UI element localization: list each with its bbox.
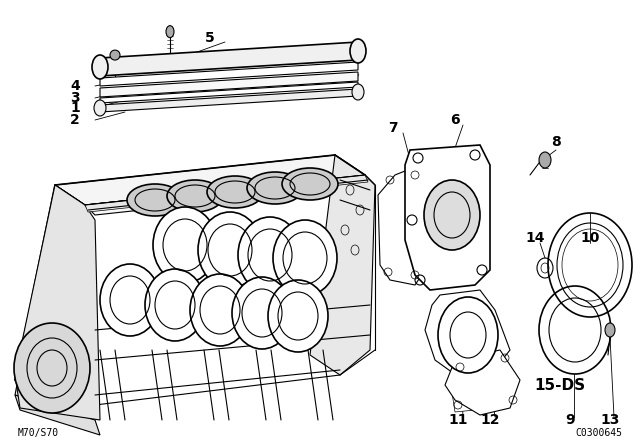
Ellipse shape xyxy=(166,26,174,38)
Polygon shape xyxy=(310,155,375,375)
Ellipse shape xyxy=(167,180,223,212)
Text: 5: 5 xyxy=(205,31,215,45)
Ellipse shape xyxy=(247,172,303,204)
Polygon shape xyxy=(100,72,358,97)
Polygon shape xyxy=(85,175,368,212)
Polygon shape xyxy=(15,185,100,420)
Text: 1: 1 xyxy=(70,101,80,115)
Ellipse shape xyxy=(153,207,217,283)
Polygon shape xyxy=(15,395,100,435)
Polygon shape xyxy=(15,185,95,420)
Text: M70/S70: M70/S70 xyxy=(18,428,59,438)
Polygon shape xyxy=(100,62,358,86)
Polygon shape xyxy=(445,350,520,415)
Ellipse shape xyxy=(424,180,480,250)
Polygon shape xyxy=(100,42,358,76)
Ellipse shape xyxy=(94,100,106,116)
Ellipse shape xyxy=(350,39,366,63)
Ellipse shape xyxy=(352,84,364,100)
Text: 7: 7 xyxy=(388,121,398,135)
Text: 3: 3 xyxy=(70,91,80,105)
Text: 15-DS: 15-DS xyxy=(534,378,586,392)
Text: C0300645: C0300645 xyxy=(575,428,622,438)
Ellipse shape xyxy=(145,269,205,341)
Ellipse shape xyxy=(232,277,292,349)
Ellipse shape xyxy=(273,220,337,296)
Ellipse shape xyxy=(190,274,250,346)
Polygon shape xyxy=(405,145,490,290)
Text: 2: 2 xyxy=(70,113,80,127)
Ellipse shape xyxy=(238,217,302,293)
Text: 14: 14 xyxy=(525,231,545,245)
Ellipse shape xyxy=(268,280,328,352)
Ellipse shape xyxy=(92,55,108,79)
Polygon shape xyxy=(55,155,365,205)
Text: 8: 8 xyxy=(551,135,561,149)
Ellipse shape xyxy=(127,184,183,216)
Text: 6: 6 xyxy=(450,113,460,127)
Ellipse shape xyxy=(605,323,615,337)
Ellipse shape xyxy=(110,50,120,60)
Polygon shape xyxy=(450,365,505,412)
Text: 4: 4 xyxy=(70,79,80,93)
Text: 13: 13 xyxy=(600,413,620,427)
Ellipse shape xyxy=(438,297,498,373)
Ellipse shape xyxy=(14,323,90,413)
Text: 10: 10 xyxy=(580,231,600,245)
Ellipse shape xyxy=(100,264,160,336)
Polygon shape xyxy=(378,165,425,285)
Polygon shape xyxy=(425,290,510,378)
Text: 11: 11 xyxy=(448,413,468,427)
Ellipse shape xyxy=(539,152,551,168)
Text: 12: 12 xyxy=(480,413,500,427)
Ellipse shape xyxy=(282,168,338,200)
Polygon shape xyxy=(100,82,358,103)
Text: 9: 9 xyxy=(565,413,575,427)
Polygon shape xyxy=(100,89,358,112)
Ellipse shape xyxy=(198,212,262,288)
Polygon shape xyxy=(85,175,375,215)
Ellipse shape xyxy=(207,176,263,208)
